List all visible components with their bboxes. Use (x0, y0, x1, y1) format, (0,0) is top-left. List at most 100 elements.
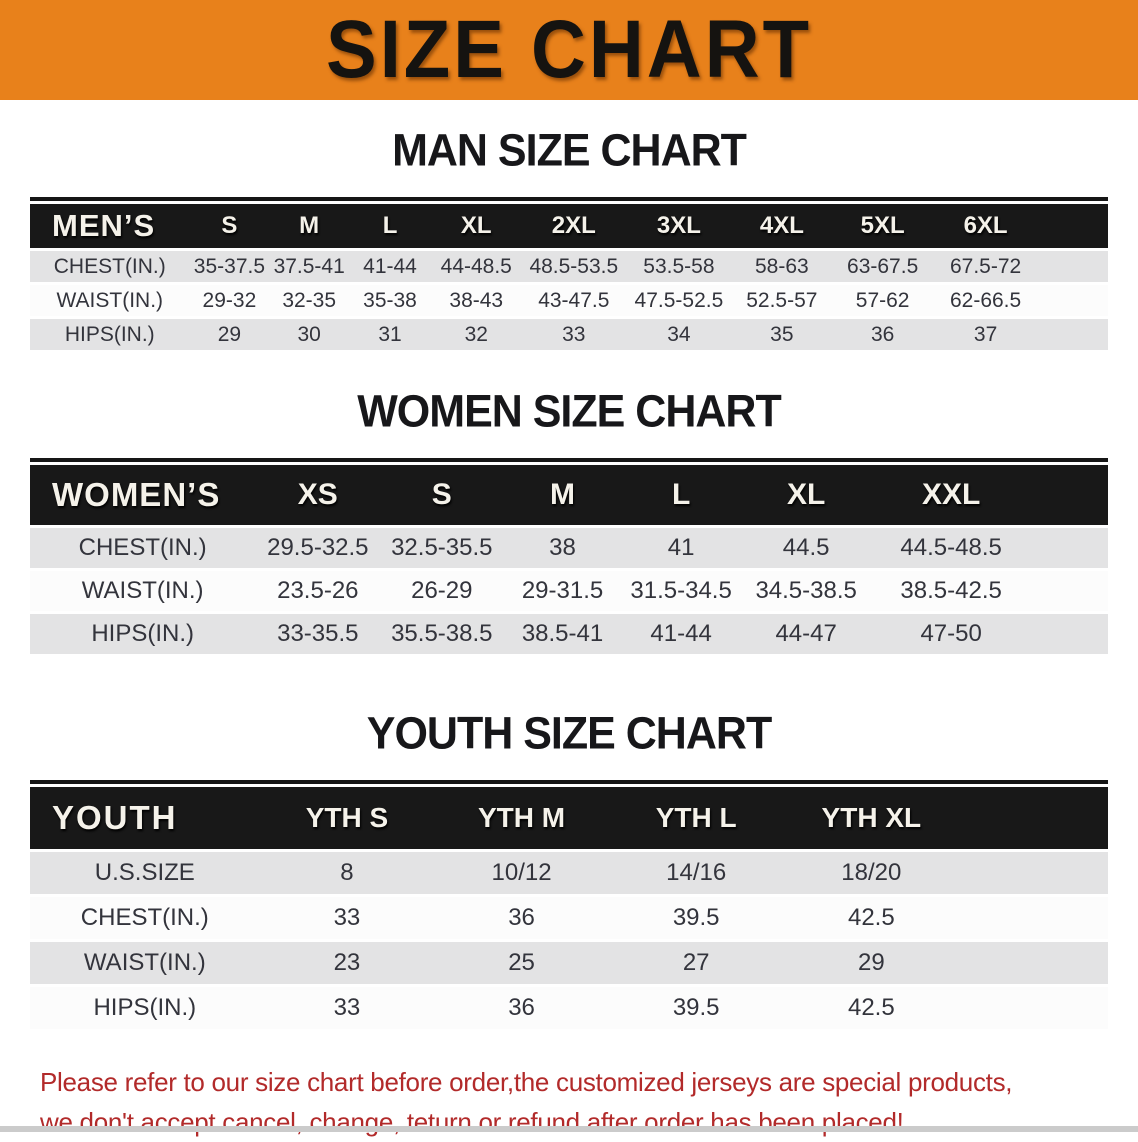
men-size-table: MEN’S S M L XL 2XL 3XL 4XL 5XL 6XL CHEST(IN.) 35-37… (30, 197, 1108, 353)
size-column-header: M (269, 204, 350, 248)
table-row: WAIST(IN.) 23.5-26 26-29 29-31.5 31.5-34.5 34… (30, 571, 1108, 611)
size-value-cell: 33-35.5 (255, 614, 381, 654)
table-row: CHEST(IN.) 29.5-32.5 32.5-35.5 38 41 44.5 44.5… (30, 528, 1108, 568)
row-label: U.S.SIZE (30, 852, 260, 894)
size-value-cell: 23.5-26 (255, 571, 381, 611)
row-label: HIPS(IN.) (30, 319, 190, 350)
filler-cell (1030, 528, 1108, 568)
size-chart-banner: SIZE CHART (0, 0, 1138, 100)
size-value-cell: 14/16 (608, 852, 784, 894)
size-value-cell: 35-38 (349, 285, 431, 316)
size-value-cell: 29.5-32.5 (255, 528, 381, 568)
size-value-cell: 33 (259, 987, 435, 1029)
size-value-cell: 31.5-34.5 (621, 571, 741, 611)
size-column-header: XS (255, 465, 381, 525)
table-row: U.S.SIZE 8 10/12 14/16 18/20 (30, 852, 1108, 894)
youth-size-table: YOUTH YTH S YTH M YTH L YTH XL U.S.SIZE 8 10/12… (30, 780, 1108, 1032)
filler-cell (959, 852, 1108, 894)
size-value-cell: 38.5-42.5 (871, 571, 1031, 611)
size-value-cell: 29 (783, 942, 960, 984)
row-label: CHEST(IN.) (30, 251, 190, 282)
size-value-cell: 39.5 (608, 897, 784, 939)
table-header-row: WOMEN’S XS S M L XL XXL (30, 465, 1108, 525)
size-value-cell: 25 (434, 942, 609, 984)
size-value-cell: 30 (269, 319, 350, 350)
size-value-cell: 35 (731, 319, 832, 350)
size-value-cell: 29-32 (189, 285, 270, 316)
filler-cell (959, 987, 1108, 1029)
size-value-cell: 29 (189, 319, 270, 350)
size-value-cell: 23 (259, 942, 435, 984)
banner-title: SIZE CHART (326, 3, 812, 96)
filler-cell (1030, 571, 1108, 611)
row-label: WAIST(IN.) (30, 285, 190, 316)
size-column-header: XL (740, 465, 872, 525)
table-header-row: MEN’S S M L XL 2XL 3XL 4XL 5XL 6XL (30, 204, 1108, 248)
table-row: HIPS(IN.) 29 30 31 32 33 34 35 36 37 (30, 319, 1108, 350)
size-value-cell: 36 (434, 987, 609, 1029)
bottom-edge-bar (0, 1126, 1138, 1132)
size-value-cell: 53.5-58 (626, 251, 732, 282)
size-column-header: XXL (871, 465, 1031, 525)
size-value-cell: 52.5-57 (731, 285, 832, 316)
size-value-cell: 35-37.5 (189, 251, 270, 282)
filler-cell (1030, 465, 1108, 525)
size-column-header: YTH L (608, 787, 784, 849)
size-value-cell: 32.5-35.5 (380, 528, 504, 568)
size-value-cell: 44.5-48.5 (871, 528, 1031, 568)
size-value-cell: 27 (608, 942, 784, 984)
youth-size-chart-heading: YOUTH SIZE CHART (366, 708, 772, 760)
size-value-cell: 36 (434, 897, 609, 939)
size-value-cell: 37 (933, 319, 1038, 350)
size-value-cell: 42.5 (783, 897, 960, 939)
size-value-cell: 34.5-38.5 (740, 571, 872, 611)
disclaimer-line-1: Please refer to our size chart before or… (40, 1067, 1013, 1097)
row-label: CHEST(IN.) (30, 897, 260, 939)
size-value-cell: 41 (621, 528, 741, 568)
size-column-header: 2XL (521, 204, 627, 248)
size-value-cell: 48.5-53.5 (521, 251, 627, 282)
size-value-cell: 18/20 (783, 852, 960, 894)
size-column-header: XL (430, 204, 522, 248)
size-column-header: S (189, 204, 270, 248)
size-value-cell: 29-31.5 (503, 571, 622, 611)
row-label: WAIST(IN.) (30, 942, 260, 984)
size-value-cell: 39.5 (608, 987, 784, 1029)
size-value-cell: 26-29 (380, 571, 504, 611)
man-size-chart-heading: MAN SIZE CHART (392, 125, 747, 177)
size-value-cell: 8 (259, 852, 435, 894)
filler-cell (959, 787, 1108, 849)
size-column-header: M (503, 465, 622, 525)
size-value-cell: 38 (503, 528, 622, 568)
size-value-cell: 33 (521, 319, 627, 350)
table-row: WAIST(IN.) 23 25 27 29 (30, 942, 1108, 984)
size-value-cell: 38-43 (430, 285, 522, 316)
size-value-cell: 44-48.5 (430, 251, 522, 282)
disclaimer-line-2: we don't accept cancel, change, teturn o… (40, 1107, 904, 1137)
table-header-row: YOUTH YTH S YTH M YTH L YTH XL (30, 787, 1108, 849)
size-value-cell: 34 (626, 319, 732, 350)
filler-cell (1030, 614, 1108, 654)
table-row: HIPS(IN.) 33-35.5 35.5-38.5 38.5-41 41-44 44-… (30, 614, 1108, 654)
size-value-cell: 32-35 (269, 285, 350, 316)
table-title: WOMEN’S (30, 465, 256, 525)
row-label: WAIST(IN.) (30, 571, 256, 611)
size-value-cell: 37.5-41 (269, 251, 350, 282)
size-value-cell: 63-67.5 (831, 251, 934, 282)
size-column-header: YTH M (434, 787, 609, 849)
size-value-cell: 41-44 (621, 614, 741, 654)
size-value-cell: 44.5 (740, 528, 872, 568)
table-row: WAIST(IN.) 29-32 32-35 35-38 38-43 43-47.5 47.… (30, 285, 1108, 316)
row-label: HIPS(IN.) (30, 614, 256, 654)
size-value-cell: 67.5-72 (933, 251, 1038, 282)
women-size-table: WOMEN’S XS S M L XL XXL CHEST(IN.) 29.5-32.5 32.5… (30, 458, 1108, 657)
size-column-header: L (621, 465, 741, 525)
size-value-cell: 32 (430, 319, 522, 350)
size-value-cell: 42.5 (783, 987, 960, 1029)
size-column-header: S (380, 465, 504, 525)
order-disclaimer: Please refer to our size chart before or… (40, 1062, 1138, 1142)
table-row: CHEST(IN.) 33 36 39.5 42.5 (30, 897, 1108, 939)
filler-cell (1037, 204, 1108, 248)
women-size-chart-heading: WOMEN SIZE CHART (357, 386, 782, 438)
size-value-cell: 47.5-52.5 (626, 285, 732, 316)
